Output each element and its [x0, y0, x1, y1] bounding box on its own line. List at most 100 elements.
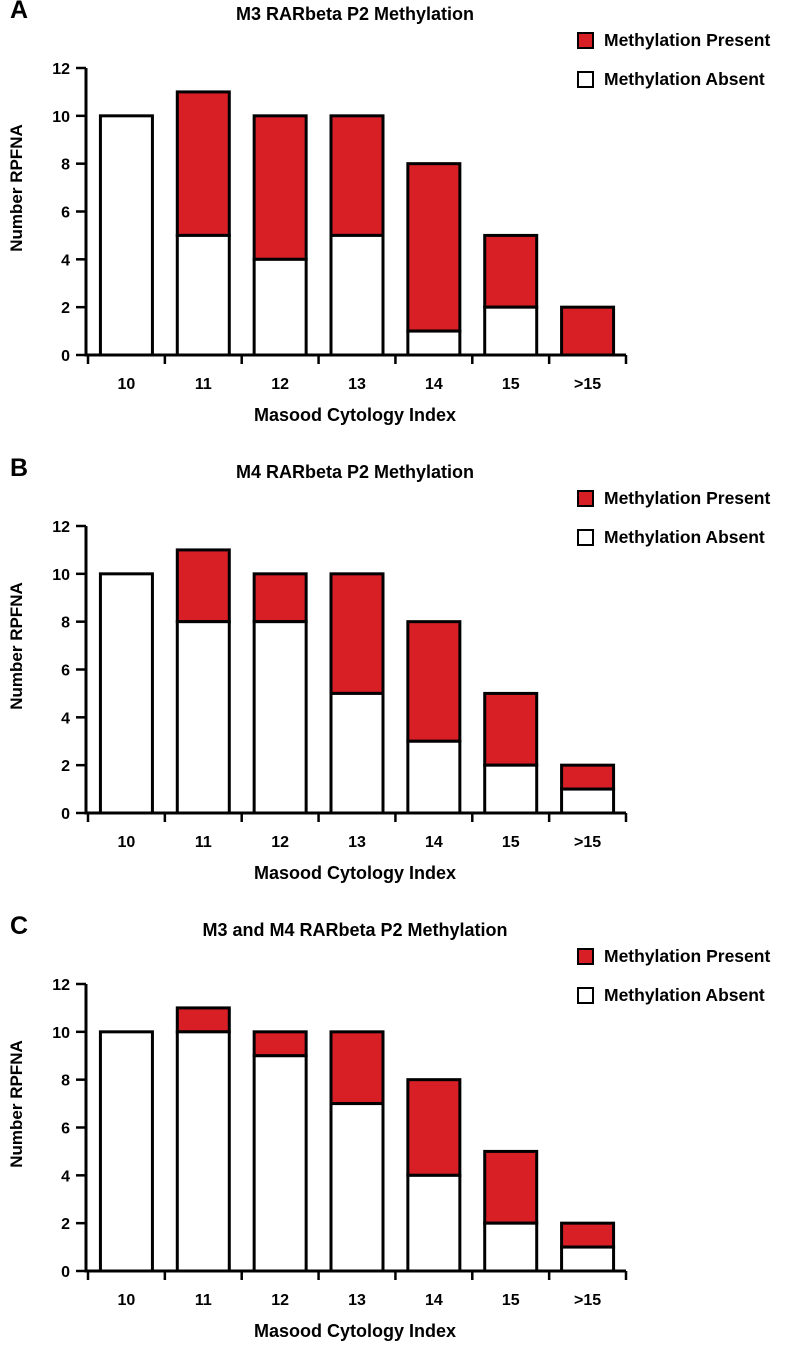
y-tick-label: 10 — [52, 567, 70, 584]
bar-segment-present — [329, 114, 385, 237]
legend-swatch-present — [577, 489, 594, 507]
x-tick-label: 10 — [118, 834, 136, 851]
bar-segment-present — [252, 114, 308, 261]
legend-swatch-present — [577, 947, 594, 965]
bar-segment-present — [252, 572, 308, 624]
x-tick-label: 15 — [502, 1292, 520, 1309]
bar-segment-absent — [252, 620, 308, 815]
chart-plot: 10 11 12 13 14 15 >15 0 2 4 6 8 10 12 — [52, 519, 628, 851]
x-tick-label: 15 — [502, 834, 520, 851]
bar-segment-present — [406, 1078, 462, 1177]
panel-letter: B — [10, 454, 29, 482]
bar-segment-present — [483, 691, 539, 767]
x-tick-label: 13 — [348, 1292, 366, 1309]
bar-segment-present — [329, 1030, 385, 1106]
x-tick-label: 10 — [118, 376, 136, 393]
chart-title: M3 and M4 RARbeta P2 Methylation — [202, 920, 508, 940]
bar-segment-absent — [252, 1054, 308, 1273]
bar-segment-absent — [98, 114, 154, 357]
y-tick-label: 4 — [61, 710, 70, 727]
y-tick-label: 8 — [61, 157, 70, 174]
legend-swatch-absent — [577, 70, 594, 88]
bar-segment-absent — [483, 1221, 539, 1273]
x-tick-label: 11 — [195, 834, 212, 851]
bar-segment-absent — [98, 572, 154, 815]
bar-segment-present — [175, 548, 231, 624]
bar-segment-absent — [406, 329, 462, 357]
bar-segment-present — [329, 572, 385, 695]
x-tick-label: 13 — [348, 834, 366, 851]
bar-segment-absent — [560, 787, 616, 815]
legend-label-absent: Methylation Absent — [604, 68, 765, 89]
y-tick-label: 8 — [61, 615, 70, 632]
bar-segment-absent — [560, 1245, 616, 1273]
y-tick-label: 2 — [61, 758, 70, 775]
y-tick-label: 12 — [52, 519, 70, 536]
bar-segment-absent — [175, 1030, 231, 1273]
x-tick-label: 11 — [195, 376, 212, 393]
bar-segment-present — [483, 1149, 539, 1225]
bar-segment-absent — [98, 1030, 154, 1273]
y-tick-label: 12 — [52, 61, 70, 78]
chart-plot: 10 11 12 13 14 15 >15 0 2 4 6 8 10 12 — [52, 61, 628, 393]
legend-item-absent: Methylation Absent — [577, 985, 770, 1005]
legend-item-present: Methylation Present — [577, 488, 770, 508]
x-tick-label: >15 — [574, 834, 601, 851]
legend: Methylation Present Methylation Absent — [577, 488, 770, 566]
chart-panel-a: A M3 RARbeta P2 Methylation Methylation … — [0, 0, 808, 440]
legend-swatch-absent — [577, 986, 594, 1004]
x-tick-label: 12 — [271, 1292, 289, 1309]
legend-label-absent: Methylation Absent — [604, 526, 765, 547]
legend: Methylation Present Methylation Absent — [577, 946, 770, 1024]
chart-title: M4 RARbeta P2 Methylation — [235, 462, 475, 482]
legend-item-present: Methylation Present — [577, 946, 770, 966]
bar-segment-absent — [406, 739, 462, 815]
y-tick-label: 6 — [61, 663, 70, 680]
x-axis-label: Masood Cytology Index — [253, 405, 457, 425]
bar-segment-absent — [483, 763, 539, 815]
legend-item-absent: Methylation Absent — [577, 527, 770, 547]
panel-letter: C — [10, 912, 29, 940]
legend-label-present: Methylation Present — [604, 29, 771, 50]
legend-label-absent: Methylation Absent — [604, 984, 765, 1005]
x-tick-label: 14 — [425, 834, 443, 851]
y-tick-label: 8 — [61, 1073, 70, 1090]
y-tick-label: 12 — [52, 977, 70, 994]
y-tick-label: 6 — [61, 205, 70, 222]
bar-segment-absent — [406, 1173, 462, 1273]
x-tick-label: 13 — [348, 376, 366, 393]
bar-segment-present — [560, 305, 616, 357]
x-tick-label: 14 — [425, 376, 443, 393]
chart-title: M3 RARbeta P2 Methylation — [235, 4, 475, 24]
x-tick-label: 12 — [271, 834, 289, 851]
bar-segment-absent — [329, 233, 385, 357]
x-tick-label: >15 — [574, 376, 601, 393]
legend: Methylation Present Methylation Absent — [577, 30, 770, 108]
bar-segment-present — [175, 90, 231, 237]
x-tick-label: 14 — [425, 1292, 443, 1309]
y-tick-label: 10 — [52, 109, 70, 126]
x-tick-label: 15 — [502, 376, 520, 393]
panel-letter: A — [10, 0, 29, 24]
legend-swatch-present — [577, 31, 594, 49]
y-tick-label: 4 — [61, 252, 70, 269]
chart-panel-b: B M4 RARbeta P2 Methylation Methylation … — [0, 454, 808, 898]
bar-segment-absent — [175, 620, 231, 815]
x-tick-label: 10 — [118, 1292, 136, 1309]
y-tick-label: 0 — [61, 1264, 70, 1281]
y-tick-label: 2 — [61, 300, 70, 317]
x-tick-label: >15 — [574, 1292, 601, 1309]
x-axis-label: Masood Cytology Index — [253, 1321, 457, 1341]
y-tick-label: 0 — [61, 806, 70, 823]
bar-segment-present — [406, 162, 462, 333]
legend-label-present: Methylation Present — [604, 945, 771, 966]
bar-segment-present — [560, 1221, 616, 1249]
legend-swatch-absent — [577, 528, 594, 546]
x-tick-label: 11 — [195, 1292, 212, 1309]
legend-item-absent: Methylation Absent — [577, 69, 770, 89]
bar-segment-absent — [329, 691, 385, 815]
bar-segment-present — [560, 763, 616, 791]
x-tick-label: 12 — [271, 376, 289, 393]
bar-segment-absent — [483, 305, 539, 357]
y-tick-label: 6 — [61, 1121, 70, 1138]
